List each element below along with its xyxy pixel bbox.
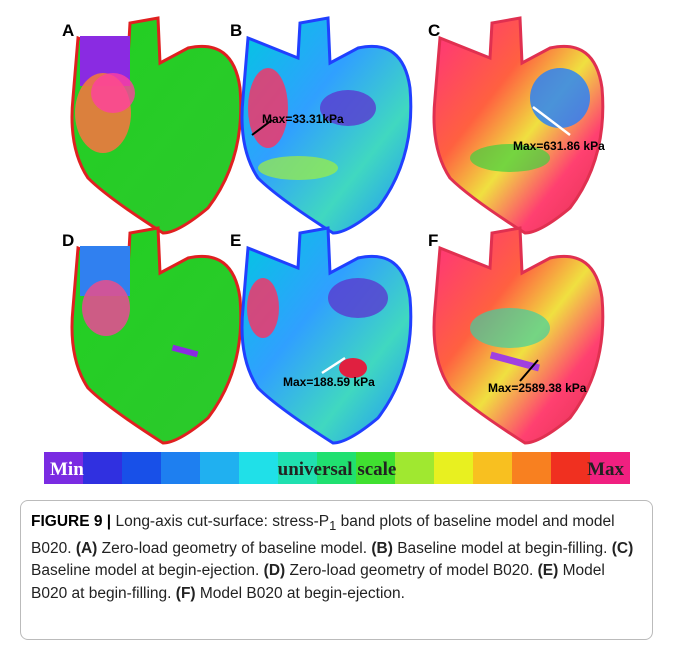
caption-text: Baseline model at begin-ejection. (31, 562, 259, 579)
heart-d (72, 228, 241, 443)
annotation: Max=33.31kPa (262, 112, 344, 126)
annotation: Max=188.59 kPa (283, 375, 375, 389)
caption-label: FIGURE 9 | (31, 513, 111, 530)
annotation: Max=631.86 kPa (513, 139, 605, 153)
panel-label: D (62, 231, 74, 250)
caption-letter: (D) (264, 562, 286, 579)
panel-label: F (428, 231, 438, 250)
caption-sub: 1 (329, 518, 336, 533)
panel-label: B (230, 21, 242, 40)
caption-text: Model B020 at begin-ejection. (200, 585, 405, 602)
scale-title: universal scale (278, 459, 397, 480)
caption-text: Zero-load geometry of baseline model. (102, 540, 367, 557)
caption-letter: (A) (76, 540, 98, 557)
heart-a (72, 18, 241, 233)
scale-min: Min (50, 459, 84, 480)
panel-label: C (428, 21, 440, 40)
heart-e (242, 228, 411, 443)
panel-label: E (230, 231, 241, 250)
caption-text: Long-axis cut-surface: stress-P (115, 513, 329, 530)
caption-letter: (C) (612, 540, 634, 557)
caption-letter: (E) (538, 562, 559, 579)
caption-text: Baseline model at begin-filling. (397, 540, 607, 557)
panel-label: A (62, 21, 74, 40)
heart-f (434, 228, 603, 443)
heart-c (434, 18, 603, 233)
caption-letter: (F) (176, 585, 196, 602)
caption-text: Zero-load geometry of model B020. (290, 562, 534, 579)
scale-max: Max (587, 459, 624, 480)
figure: A B C D E F Max=33.31kPa (0, 0, 673, 495)
caption-letter: (B) (371, 540, 393, 557)
page: {"panels": [ {"label": "A"}, {"label": "… (0, 0, 673, 648)
caption: FIGURE 9 | Long-axis cut-surface: stress… (20, 500, 653, 640)
annotation: Max=2589.38 kPa (488, 381, 587, 395)
